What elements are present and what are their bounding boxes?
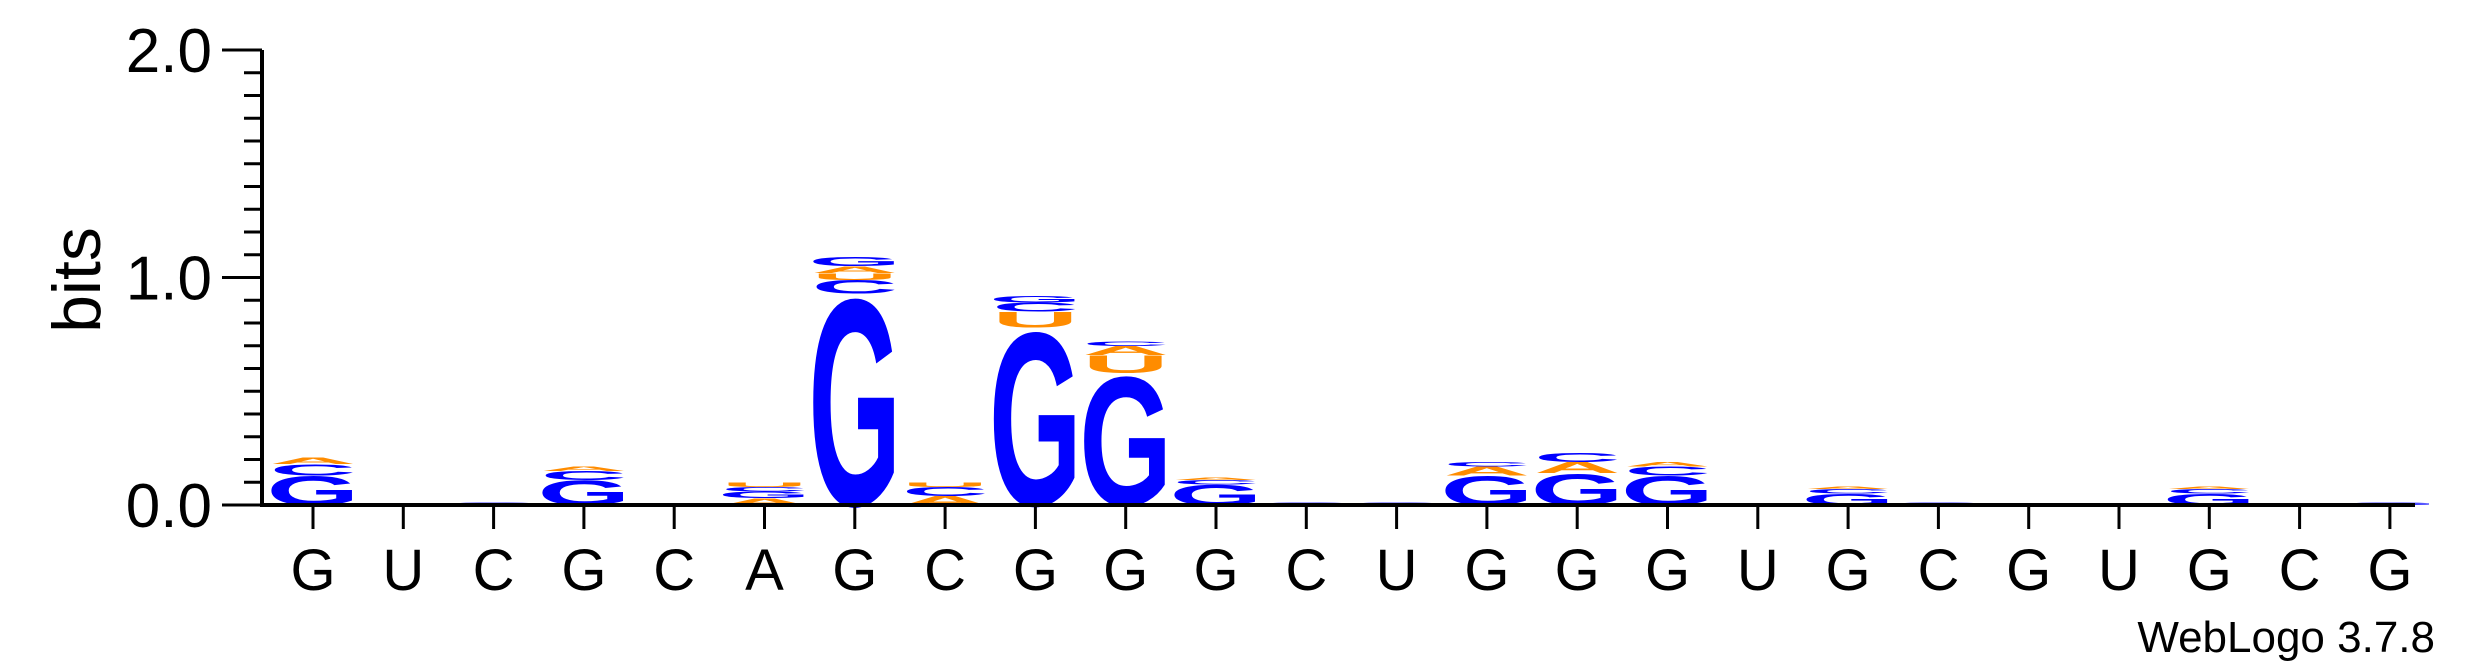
x-tick-label: G bbox=[1826, 538, 1871, 603]
logo-letter-a: A bbox=[812, 264, 898, 275]
x-tick-label: G bbox=[2006, 538, 2051, 603]
y-axis-label: bits bbox=[39, 227, 115, 333]
logo-letter-a: A bbox=[1534, 459, 1620, 477]
logo-letter-g: G bbox=[989, 294, 1082, 305]
y-tick-label: 2.0 bbox=[126, 17, 212, 86]
logo-letter-a: A bbox=[1444, 464, 1530, 478]
x-tick-label: U bbox=[382, 538, 424, 603]
x-tick-label: G bbox=[1193, 538, 1238, 603]
logo-letter-c: C bbox=[721, 486, 807, 493]
x-tick-label: G bbox=[832, 538, 877, 603]
logo-letter-a: A bbox=[1805, 486, 1891, 490]
x-tick-label: G bbox=[561, 538, 606, 603]
logo-letter-a: A bbox=[1083, 343, 1169, 357]
logo-letter-a: A bbox=[1624, 461, 1710, 468]
weblogo-credit: WebLogo 3.7.8 bbox=[2137, 613, 2435, 662]
logo-letter-c: C bbox=[992, 300, 1078, 314]
logo-letter-g: G bbox=[808, 255, 901, 269]
logo-letter-c: C bbox=[541, 468, 627, 482]
logo-letter-a: A bbox=[1173, 477, 1259, 481]
logo-letter-u: U bbox=[721, 481, 807, 488]
x-tick-label: G bbox=[290, 538, 335, 603]
logo-letter-c: C bbox=[1173, 479, 1259, 486]
logo-letter-u: U bbox=[992, 308, 1078, 333]
logo-letter-c: C bbox=[1534, 450, 1620, 464]
logo-letter-a: A bbox=[270, 455, 356, 466]
x-tick-label: C bbox=[1917, 538, 1959, 603]
x-tick-label: U bbox=[1376, 538, 1418, 603]
x-tick-label: G bbox=[1645, 538, 1690, 603]
x-tick-label: G bbox=[1464, 538, 1509, 603]
x-tick-label: C bbox=[2279, 538, 2321, 603]
y-tick-label: 0.0 bbox=[126, 472, 212, 541]
logo-letter-u: U bbox=[902, 481, 988, 488]
axes bbox=[260, 50, 2415, 507]
logo-letter-c: C bbox=[270, 461, 356, 479]
x-tick-label: G bbox=[1103, 538, 1148, 603]
logo-letter-c: C bbox=[1083, 340, 1169, 347]
x-tick-label: C bbox=[473, 538, 515, 603]
logo-letter-a: A bbox=[2166, 486, 2252, 490]
x-tick-label: U bbox=[1737, 538, 1779, 603]
x-tick-label: G bbox=[2367, 538, 2412, 603]
x-tick-label: C bbox=[653, 538, 695, 603]
logo-letter-a: A bbox=[541, 465, 627, 472]
logo-letter-c: C bbox=[812, 276, 898, 297]
x-tick-label: U bbox=[2098, 538, 2140, 603]
logo-letter-c: C bbox=[1624, 464, 1710, 478]
logo-letter-g: G bbox=[718, 490, 811, 501]
logo-letter-c: C bbox=[1444, 461, 1530, 468]
x-tick-label: G bbox=[1555, 538, 1600, 603]
y-tick-label: 1.0 bbox=[126, 245, 212, 314]
logo-letter-c: C bbox=[1805, 488, 1891, 495]
x-tick-label: G bbox=[2187, 538, 2232, 603]
y-ticks: 0.0 1.0 2.0 bbox=[126, 17, 262, 541]
logo-letter-c: C bbox=[2166, 488, 2252, 495]
logo-letter-u: U bbox=[812, 271, 898, 282]
x-tick-label: G bbox=[1013, 538, 1058, 603]
logo-letter-c: C bbox=[902, 484, 988, 498]
x-tick-label: C bbox=[924, 538, 966, 603]
logo-stacks: GCAGGCAAGCUGCUAGACUGUCGGUACGCAGGGACGACGC… bbox=[267, 238, 2437, 568]
logo-letter-a: A bbox=[721, 496, 807, 507]
logo-letter-u: U bbox=[1083, 350, 1169, 378]
x-tick-label: A bbox=[745, 538, 784, 603]
x-tick-label: C bbox=[1285, 538, 1327, 603]
